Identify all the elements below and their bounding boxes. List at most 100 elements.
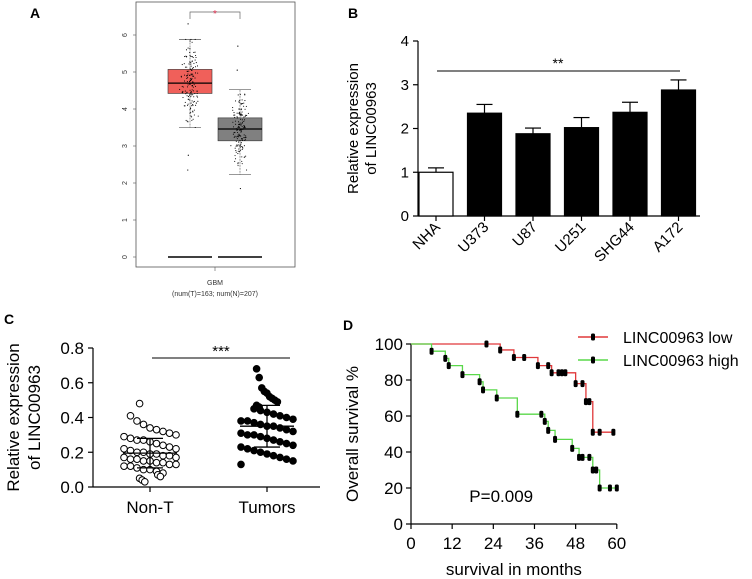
- data-point: [189, 51, 191, 54]
- bar-u251: [563, 127, 600, 217]
- y-tick-label: 60: [384, 407, 403, 426]
- data-point: [133, 455, 141, 464]
- data-point: [186, 92, 188, 94]
- censor-mark: [429, 347, 434, 355]
- data-point: [269, 436, 278, 444]
- data-point: [239, 129, 241, 131]
- data-point: [183, 63, 185, 65]
- legend-label: LINC00963 high: [623, 353, 739, 370]
- panel-b-bar-chart: 0 1 2 3 4 Relative expression of LINC00963 NHA U…: [345, 33, 700, 266]
- data-point: [187, 98, 189, 101]
- data-point: [188, 70, 190, 72]
- data-point: [241, 121, 243, 123]
- data-point: [245, 155, 247, 157]
- data-point: [190, 82, 192, 84]
- data-point: [197, 115, 199, 117]
- x-tick-label: Tumors: [239, 498, 296, 517]
- data-point: [276, 453, 284, 462]
- data-point: [250, 446, 258, 455]
- y-tick-label: 100: [375, 335, 403, 354]
- data-point: [193, 51, 195, 54]
- y-axis-label: Overall survival %: [343, 366, 362, 502]
- censor-mark: [546, 426, 551, 434]
- data-point: [241, 163, 243, 165]
- data-point: [133, 417, 141, 425]
- y-tick-label: 1: [401, 164, 409, 181]
- data-point: [236, 116, 238, 118]
- data-point: [245, 136, 247, 138]
- data-point: [189, 112, 191, 114]
- data-point: [237, 165, 239, 167]
- survival-line-high: [411, 343, 617, 489]
- data-point: [191, 60, 193, 62]
- data-point: [191, 84, 193, 87]
- outlier-point: [236, 69, 238, 71]
- data-point: [191, 92, 193, 94]
- data-point: [233, 114, 235, 116]
- data-point: [133, 448, 141, 457]
- y-tick-label: 20: [384, 479, 403, 498]
- data-point: [244, 93, 246, 95]
- y-tick-label: 40: [384, 443, 403, 462]
- data-point: [232, 106, 234, 109]
- data-point: [196, 92, 198, 95]
- censor-mark: [577, 453, 582, 461]
- data-point: [172, 444, 180, 453]
- data-point: [192, 86, 194, 88]
- data-point: [243, 102, 245, 104]
- data-point: [152, 439, 161, 448]
- data-point: [189, 83, 191, 85]
- data-point: [235, 136, 237, 138]
- data-point: [235, 128, 237, 130]
- data-point: [242, 147, 244, 149]
- data-point: [232, 121, 234, 123]
- data-point: [235, 150, 237, 152]
- data-point: [256, 432, 265, 441]
- data-point: [189, 40, 191, 42]
- censor-mark: [522, 354, 527, 361]
- censor-mark: [587, 398, 592, 406]
- data-point: [239, 144, 241, 146]
- y-tick-label: 2: [122, 181, 129, 185]
- data-point: [236, 112, 238, 114]
- censor-mark: [590, 428, 595, 436]
- data-point: [190, 102, 192, 104]
- x-label: GBM: [207, 280, 223, 287]
- data-point: [236, 138, 238, 140]
- data-point: [245, 135, 247, 137]
- data-point: [195, 62, 197, 64]
- outlier-point: [237, 45, 239, 47]
- data-point: [192, 101, 194, 103]
- y-tick-label: 0: [122, 255, 129, 259]
- data-point: [237, 150, 239, 152]
- data-point: [126, 411, 135, 420]
- x-tick-label: A172: [650, 219, 687, 256]
- censor-mark: [553, 435, 558, 443]
- data-point: [126, 462, 135, 470]
- data-point: [245, 105, 247, 107]
- data-point: [250, 405, 258, 413]
- censor-mark: [556, 369, 561, 377]
- data-point: [237, 117, 239, 119]
- data-point: [120, 453, 128, 462]
- data-point: [232, 133, 234, 135]
- censor-mark: [494, 394, 499, 402]
- data-point: [186, 66, 188, 68]
- data-point: [234, 158, 237, 160]
- censor-mark: [607, 484, 612, 492]
- data-point: [289, 441, 297, 450]
- bar-nha: [418, 171, 454, 217]
- data-point: [243, 128, 245, 130]
- bar-shg44: [612, 111, 648, 217]
- outlier-point: [239, 187, 241, 190]
- data-point: [238, 100, 240, 102]
- data-point: [241, 111, 243, 113]
- data-point: [237, 460, 245, 469]
- data-point: [194, 126, 196, 129]
- data-point: [243, 125, 245, 127]
- x-tick-label: 12: [443, 534, 462, 553]
- data-point: [239, 139, 241, 141]
- censor-mark: [511, 354, 516, 361]
- data-point: [192, 90, 195, 92]
- data-point: [239, 99, 241, 102]
